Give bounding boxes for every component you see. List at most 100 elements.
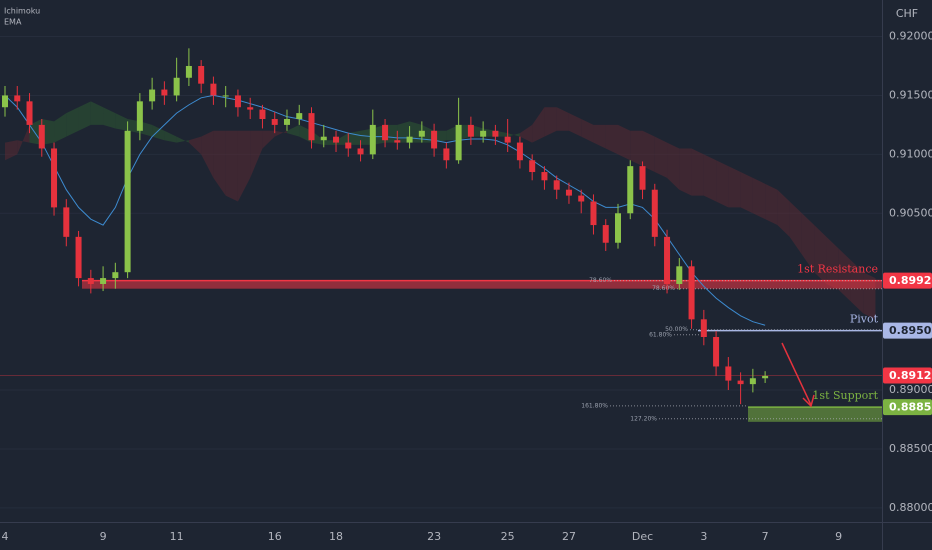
candle-body: [185, 65, 192, 78]
candle-body: [26, 101, 33, 125]
cloud-segment: [78, 101, 91, 131]
candle-body: [737, 380, 744, 385]
cloud-segment: [41, 119, 55, 145]
cloud-segment: [348, 130, 361, 145]
x-tick-label: 9: [100, 530, 107, 543]
candle-body: [418, 130, 425, 137]
candle-body: [688, 266, 695, 320]
y-tick-label: 0.92000: [889, 30, 932, 43]
price-tag: [883, 399, 932, 416]
candle-body: [639, 166, 646, 190]
cloud-segment: [299, 124, 312, 143]
cloud-segment: [642, 130, 655, 173]
cloud-segment: [152, 124, 165, 141]
candle-body: [308, 113, 315, 141]
cloud-segment: [654, 136, 668, 178]
cloud-segment: [507, 133, 520, 137]
cloud-segment: [789, 201, 802, 255]
y-tick-label: 0.91500: [889, 88, 932, 101]
cloud-segment: [17, 124, 30, 155]
cloud-segment: [372, 124, 386, 145]
cloud-segment: [66, 107, 79, 137]
candle-body: [529, 160, 536, 173]
candle-body: [75, 236, 82, 279]
candle-body: [100, 278, 107, 284]
cloud-segment: [691, 148, 704, 196]
cloud-segment: [5, 140, 18, 161]
candle-body: [602, 225, 609, 243]
candle-body: [333, 136, 340, 143]
candle-body: [173, 77, 180, 96]
fib-label: 78.60%: [589, 277, 612, 284]
candle-body: [431, 130, 438, 149]
cloud-segment: [458, 124, 471, 141]
y-tick-label: 0.88500: [889, 442, 932, 455]
currency-label: CHF: [896, 7, 918, 20]
x-tick-label: 16: [268, 530, 282, 543]
indicator-label: EMA: [4, 18, 22, 27]
cloud-segment: [139, 121, 153, 137]
candle-body: [406, 136, 413, 143]
fib-label: 50.00%: [665, 326, 688, 333]
price-tag: [883, 322, 932, 339]
level-name: Pivot: [850, 313, 879, 326]
candle-body: [713, 337, 720, 367]
cloud-segment: [311, 130, 324, 145]
cloud-segment: [716, 160, 729, 208]
candle-body: [38, 124, 45, 149]
candle-body: [136, 101, 143, 131]
level-name: 1st Support: [812, 389, 878, 402]
forecast-arrow-head: [802, 394, 815, 408]
x-tick-label: Dec: [632, 530, 653, 543]
candle-body: [2, 95, 8, 108]
cloud-segment: [568, 113, 582, 137]
candle-body: [87, 278, 94, 284]
x-tick-label: 25: [501, 530, 515, 543]
candle-body: [198, 65, 205, 84]
candle-body: [394, 140, 401, 143]
x-tick-label: 27: [562, 530, 576, 543]
x-tick-label: 18: [329, 530, 343, 543]
candle-body: [161, 89, 168, 96]
cloud-segment: [360, 128, 373, 145]
cloud-segment: [605, 124, 618, 155]
candle-body: [700, 319, 707, 338]
cloud-segment: [434, 130, 447, 143]
level-zone: [82, 280, 882, 289]
candle-body: [296, 113, 303, 120]
cloud-segment: [581, 119, 594, 143]
fib-label: 78.60%: [652, 285, 675, 292]
candle-body: [492, 130, 499, 137]
candle-body: [578, 195, 585, 202]
price-tag-label: 0.88855: [889, 401, 932, 414]
cloud-segment: [225, 130, 238, 202]
fib-label: 127.20%: [630, 415, 657, 422]
candle-body: [651, 189, 658, 237]
cloud-segment: [826, 236, 839, 290]
cloud-segment: [409, 121, 422, 143]
cloud-segment: [397, 121, 410, 143]
x-tick-label: 23: [427, 530, 441, 543]
candle-body: [504, 136, 511, 143]
cloud-segment: [115, 113, 128, 131]
cloud-segment: [470, 124, 484, 137]
cloud-segment: [54, 113, 67, 143]
candle-body: [210, 83, 217, 96]
x-tick-label: 3: [700, 530, 707, 543]
cloud-segment: [728, 166, 741, 208]
candle-body: [749, 378, 756, 385]
cloud-segment: [446, 124, 459, 141]
candle-body: [112, 272, 119, 279]
candle-body: [664, 236, 671, 284]
candle-body: [51, 148, 58, 208]
candle-body: [222, 95, 229, 97]
cloud-segment: [801, 213, 815, 273]
cloud-segment: [385, 124, 398, 143]
cloud-segment: [752, 177, 766, 220]
level-zone: [748, 407, 882, 422]
candle-body: [541, 172, 548, 181]
cloud-segment: [777, 189, 790, 237]
x-tick-label: 7: [762, 530, 769, 543]
